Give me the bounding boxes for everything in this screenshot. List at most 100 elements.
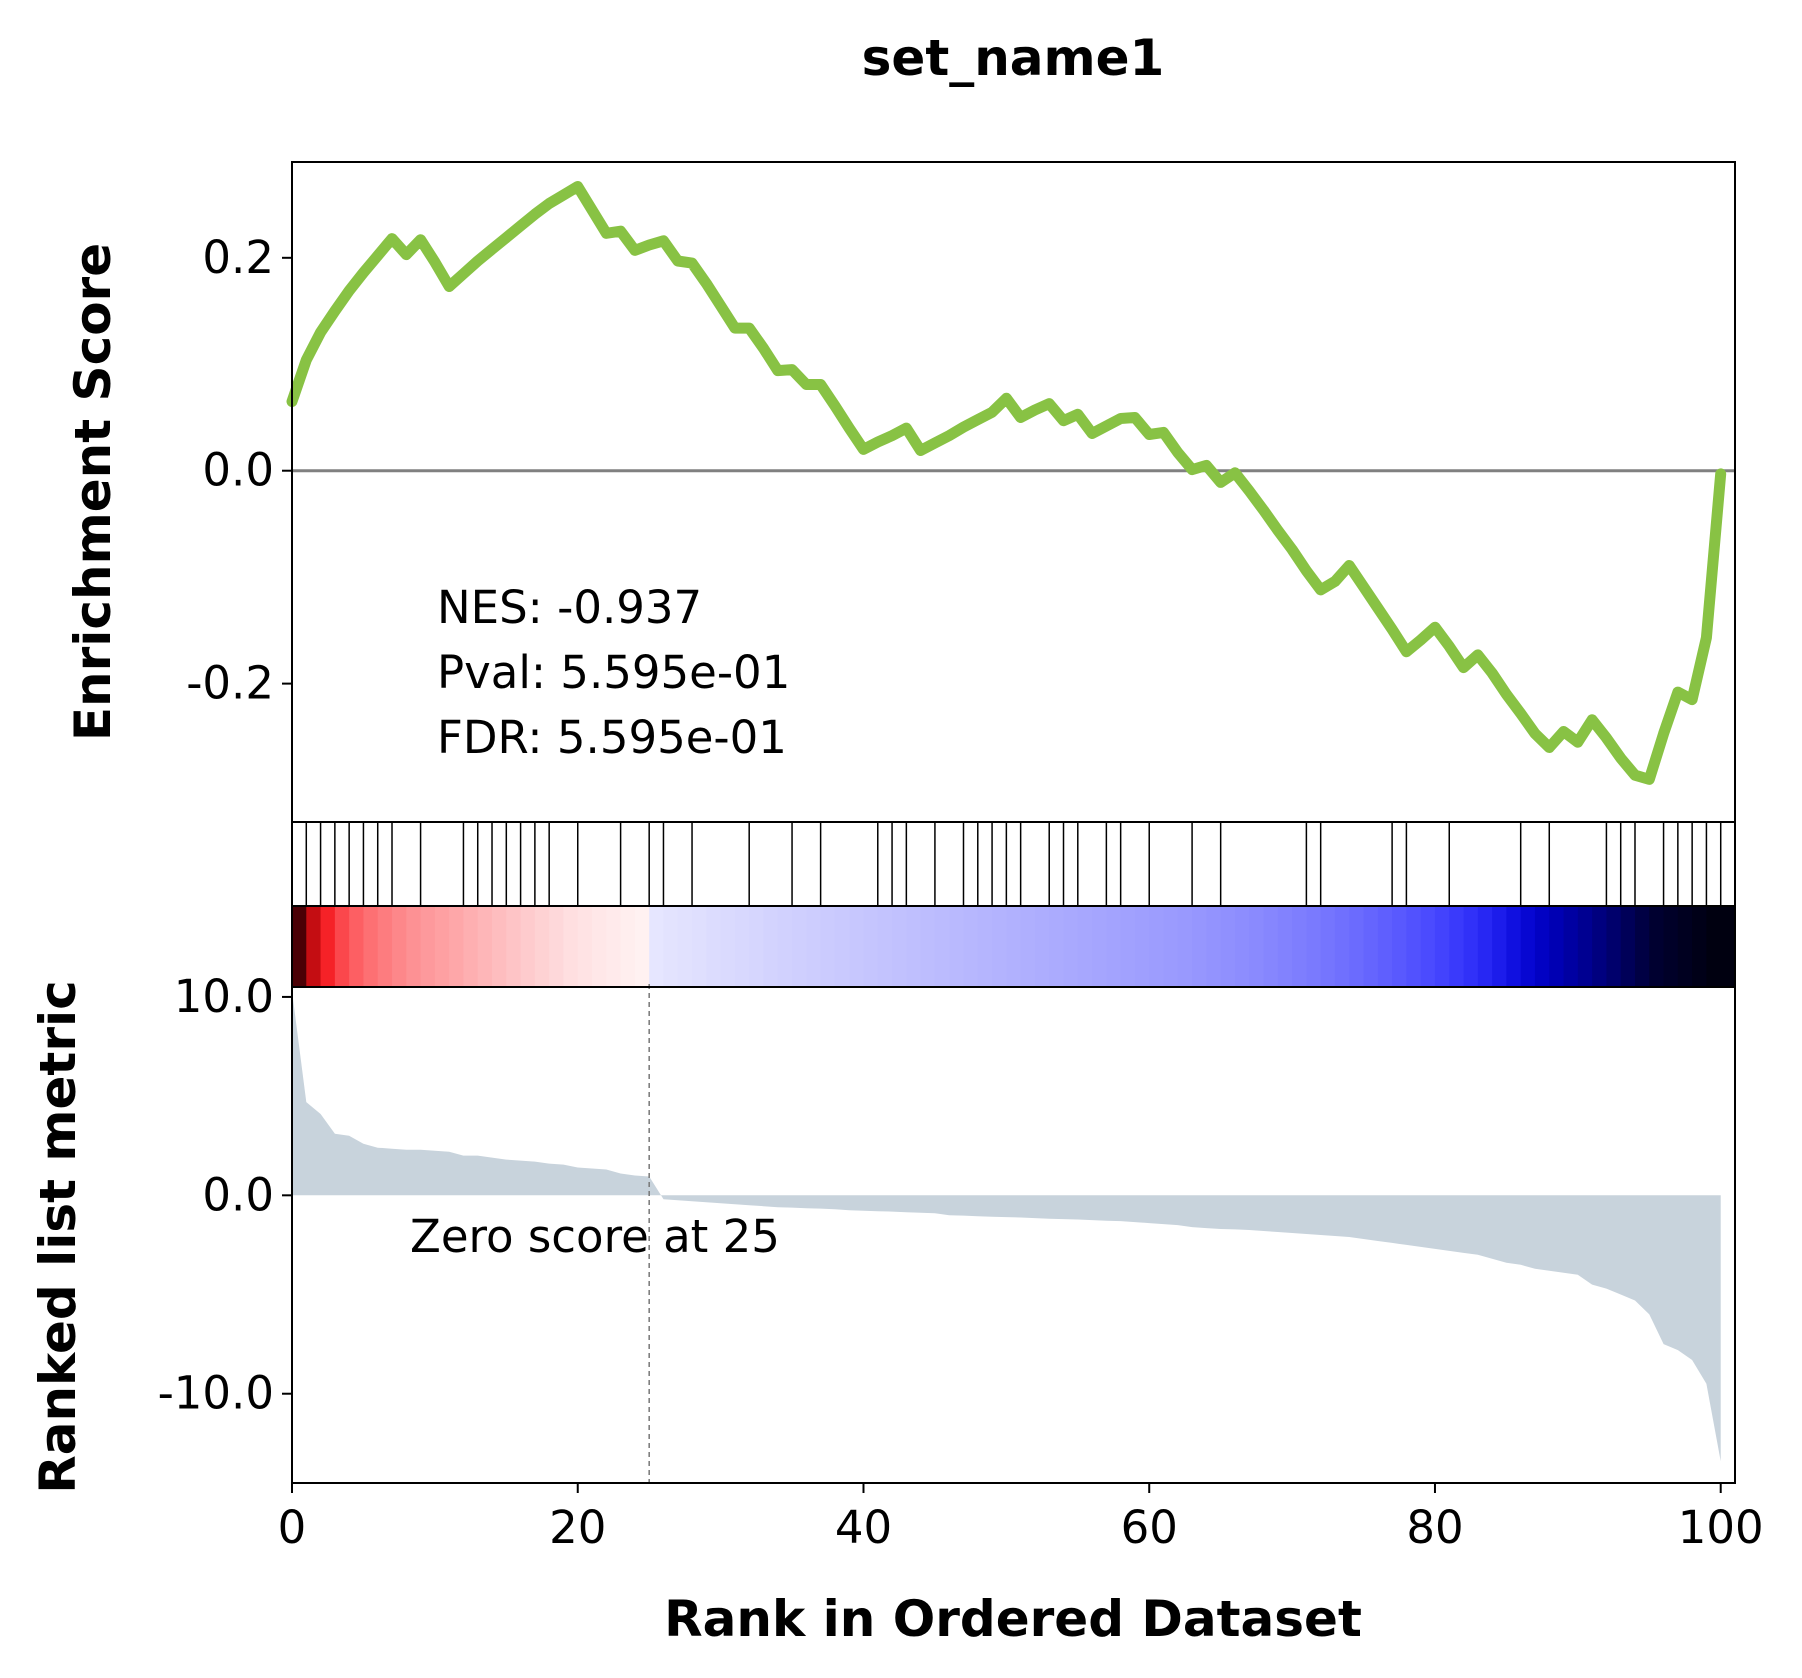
heatmap-cell (1592, 906, 1608, 987)
x-tick-label: 0 (278, 1501, 307, 1554)
heatmap-cell (592, 906, 607, 987)
heatmap-cell (649, 906, 665, 987)
heatmap-cell (477, 906, 493, 987)
heatmap-cell (1120, 906, 1136, 987)
heatmap-cell (1106, 906, 1122, 987)
heatmap-cell (1534, 906, 1550, 987)
heatmap-cell (1620, 906, 1636, 987)
heatmap-cell (1020, 906, 1036, 987)
heatmap-cell (734, 906, 750, 987)
heatmap-cell (1177, 906, 1193, 987)
heatmap-cell (792, 906, 807, 987)
es-y-tick-label: 0.0 (202, 444, 274, 497)
heatmap-cell (1034, 906, 1050, 987)
es-y-tick-label: 0.2 (202, 231, 274, 284)
zero-score-annotation: Zero score at 25 (410, 1210, 780, 1263)
heatmap-cell (849, 906, 865, 987)
heatmap-cell (1292, 906, 1307, 987)
heatmap-cell (1392, 906, 1407, 987)
heatmap-cell (406, 906, 422, 987)
heatmap-cell (392, 906, 407, 987)
heatmap-cell (1477, 906, 1493, 987)
es-running-score-line (286, 181, 1727, 785)
heatmap-cell (1577, 906, 1593, 987)
heatmap-cell (534, 906, 550, 987)
heatmap-cell (1649, 906, 1665, 987)
x-tick-label: 100 (1678, 1501, 1764, 1554)
heatmap-cell (1092, 906, 1107, 987)
metric-y-tick-label: 0.0 (202, 1168, 274, 1221)
x-tick-label: 40 (835, 1501, 892, 1554)
heatmap-cell (1563, 906, 1579, 987)
es-panel: 0.2 0.0 -0.2 NES: -0.937 Pval: 5.595e-01 F… (64, 161, 1736, 823)
heatmap-cell (906, 906, 922, 987)
heatmap-cell (292, 906, 307, 987)
metric-panel: Zero score at 25 10.0 0.0 -10.0 Ranked lis… (29, 970, 1736, 1494)
heatmap-cell (1006, 906, 1022, 987)
heatmap-cell (892, 906, 907, 987)
heatmap-cell (763, 906, 779, 987)
heatmap-cell (1234, 906, 1250, 987)
heatmap-cell (949, 906, 965, 987)
heatmap-cell (1677, 906, 1693, 987)
x-ticks: 0 20 40 60 80 100 (278, 1483, 1764, 1554)
heatmap-cell (434, 906, 450, 987)
heatmap-cell (492, 906, 507, 987)
heatmap-cell (992, 906, 1007, 987)
heatmap-cell (1249, 906, 1265, 987)
heatmap-cell (1434, 906, 1450, 987)
heatmap-cell (1420, 906, 1436, 987)
heatmap-cell (834, 906, 850, 987)
heatmap-cell (777, 906, 793, 987)
metric-panel-frame (291, 986, 1736, 1484)
heatmap-cell (692, 906, 707, 987)
heatmap-cell (1463, 906, 1479, 987)
heatmap-cell (863, 906, 879, 987)
heatmap-cell (1077, 906, 1093, 987)
heatmap-cell (877, 906, 893, 987)
heatmap-cell (1449, 906, 1465, 987)
heatmap-cell (620, 906, 636, 987)
heatmap-cell (1520, 906, 1536, 987)
ranked-metric-area (292, 991, 1721, 1462)
heatmap-cell (720, 906, 736, 987)
heatmap-cell (1663, 906, 1679, 987)
heatmap-cell (1720, 906, 1735, 987)
heatmap-cell (1220, 906, 1236, 987)
heatmap-cell (506, 906, 522, 987)
heatmap-cell (820, 906, 836, 987)
es-panel-background (292, 162, 1735, 822)
heatmap-cell (1149, 906, 1165, 987)
heatmap-cell (1263, 906, 1279, 987)
heatmap-cells (292, 906, 1735, 987)
heatmap-cell (577, 906, 593, 987)
hit-panel-frame (291, 821, 1736, 907)
x-axis-label: Rank in Ordered Dataset (664, 1590, 1362, 1648)
heatmap-cell (1549, 906, 1565, 987)
heatmap-cell (1277, 906, 1293, 987)
heatmap-cell (677, 906, 693, 987)
pval-annotation: Pval: 5.595e-01 (437, 646, 790, 699)
es-y-tick-label: -0.2 (186, 657, 274, 710)
fdr-annotation: FDR: 5.595e-01 (437, 711, 787, 764)
x-tick-label: 60 (1121, 1501, 1178, 1554)
heatmap-cell (934, 906, 950, 987)
heatmap-cell (1363, 906, 1379, 987)
es-y-axis-label: Enrichment Score (64, 243, 122, 741)
metric-y-tick-label: 10.0 (174, 970, 274, 1023)
heatmap-cell (920, 906, 936, 987)
heatmap-cell (1320, 906, 1336, 987)
heatmap-cell (634, 906, 650, 987)
es-y-ticks: 0.2 0.0 -0.2 (186, 231, 292, 710)
heatmap-cell (977, 906, 993, 987)
metric-y-tick-label: -10.0 (158, 1367, 274, 1420)
heatmap-cell (320, 906, 336, 987)
heatmap-cell (806, 906, 822, 987)
heatmap-cell (1134, 906, 1150, 987)
heatmap-cell (1334, 906, 1350, 987)
heatmap-cell (749, 906, 765, 987)
heatmap-cell (1692, 906, 1708, 987)
heatmap-cell (449, 906, 465, 987)
heatmap-cell (1492, 906, 1508, 987)
